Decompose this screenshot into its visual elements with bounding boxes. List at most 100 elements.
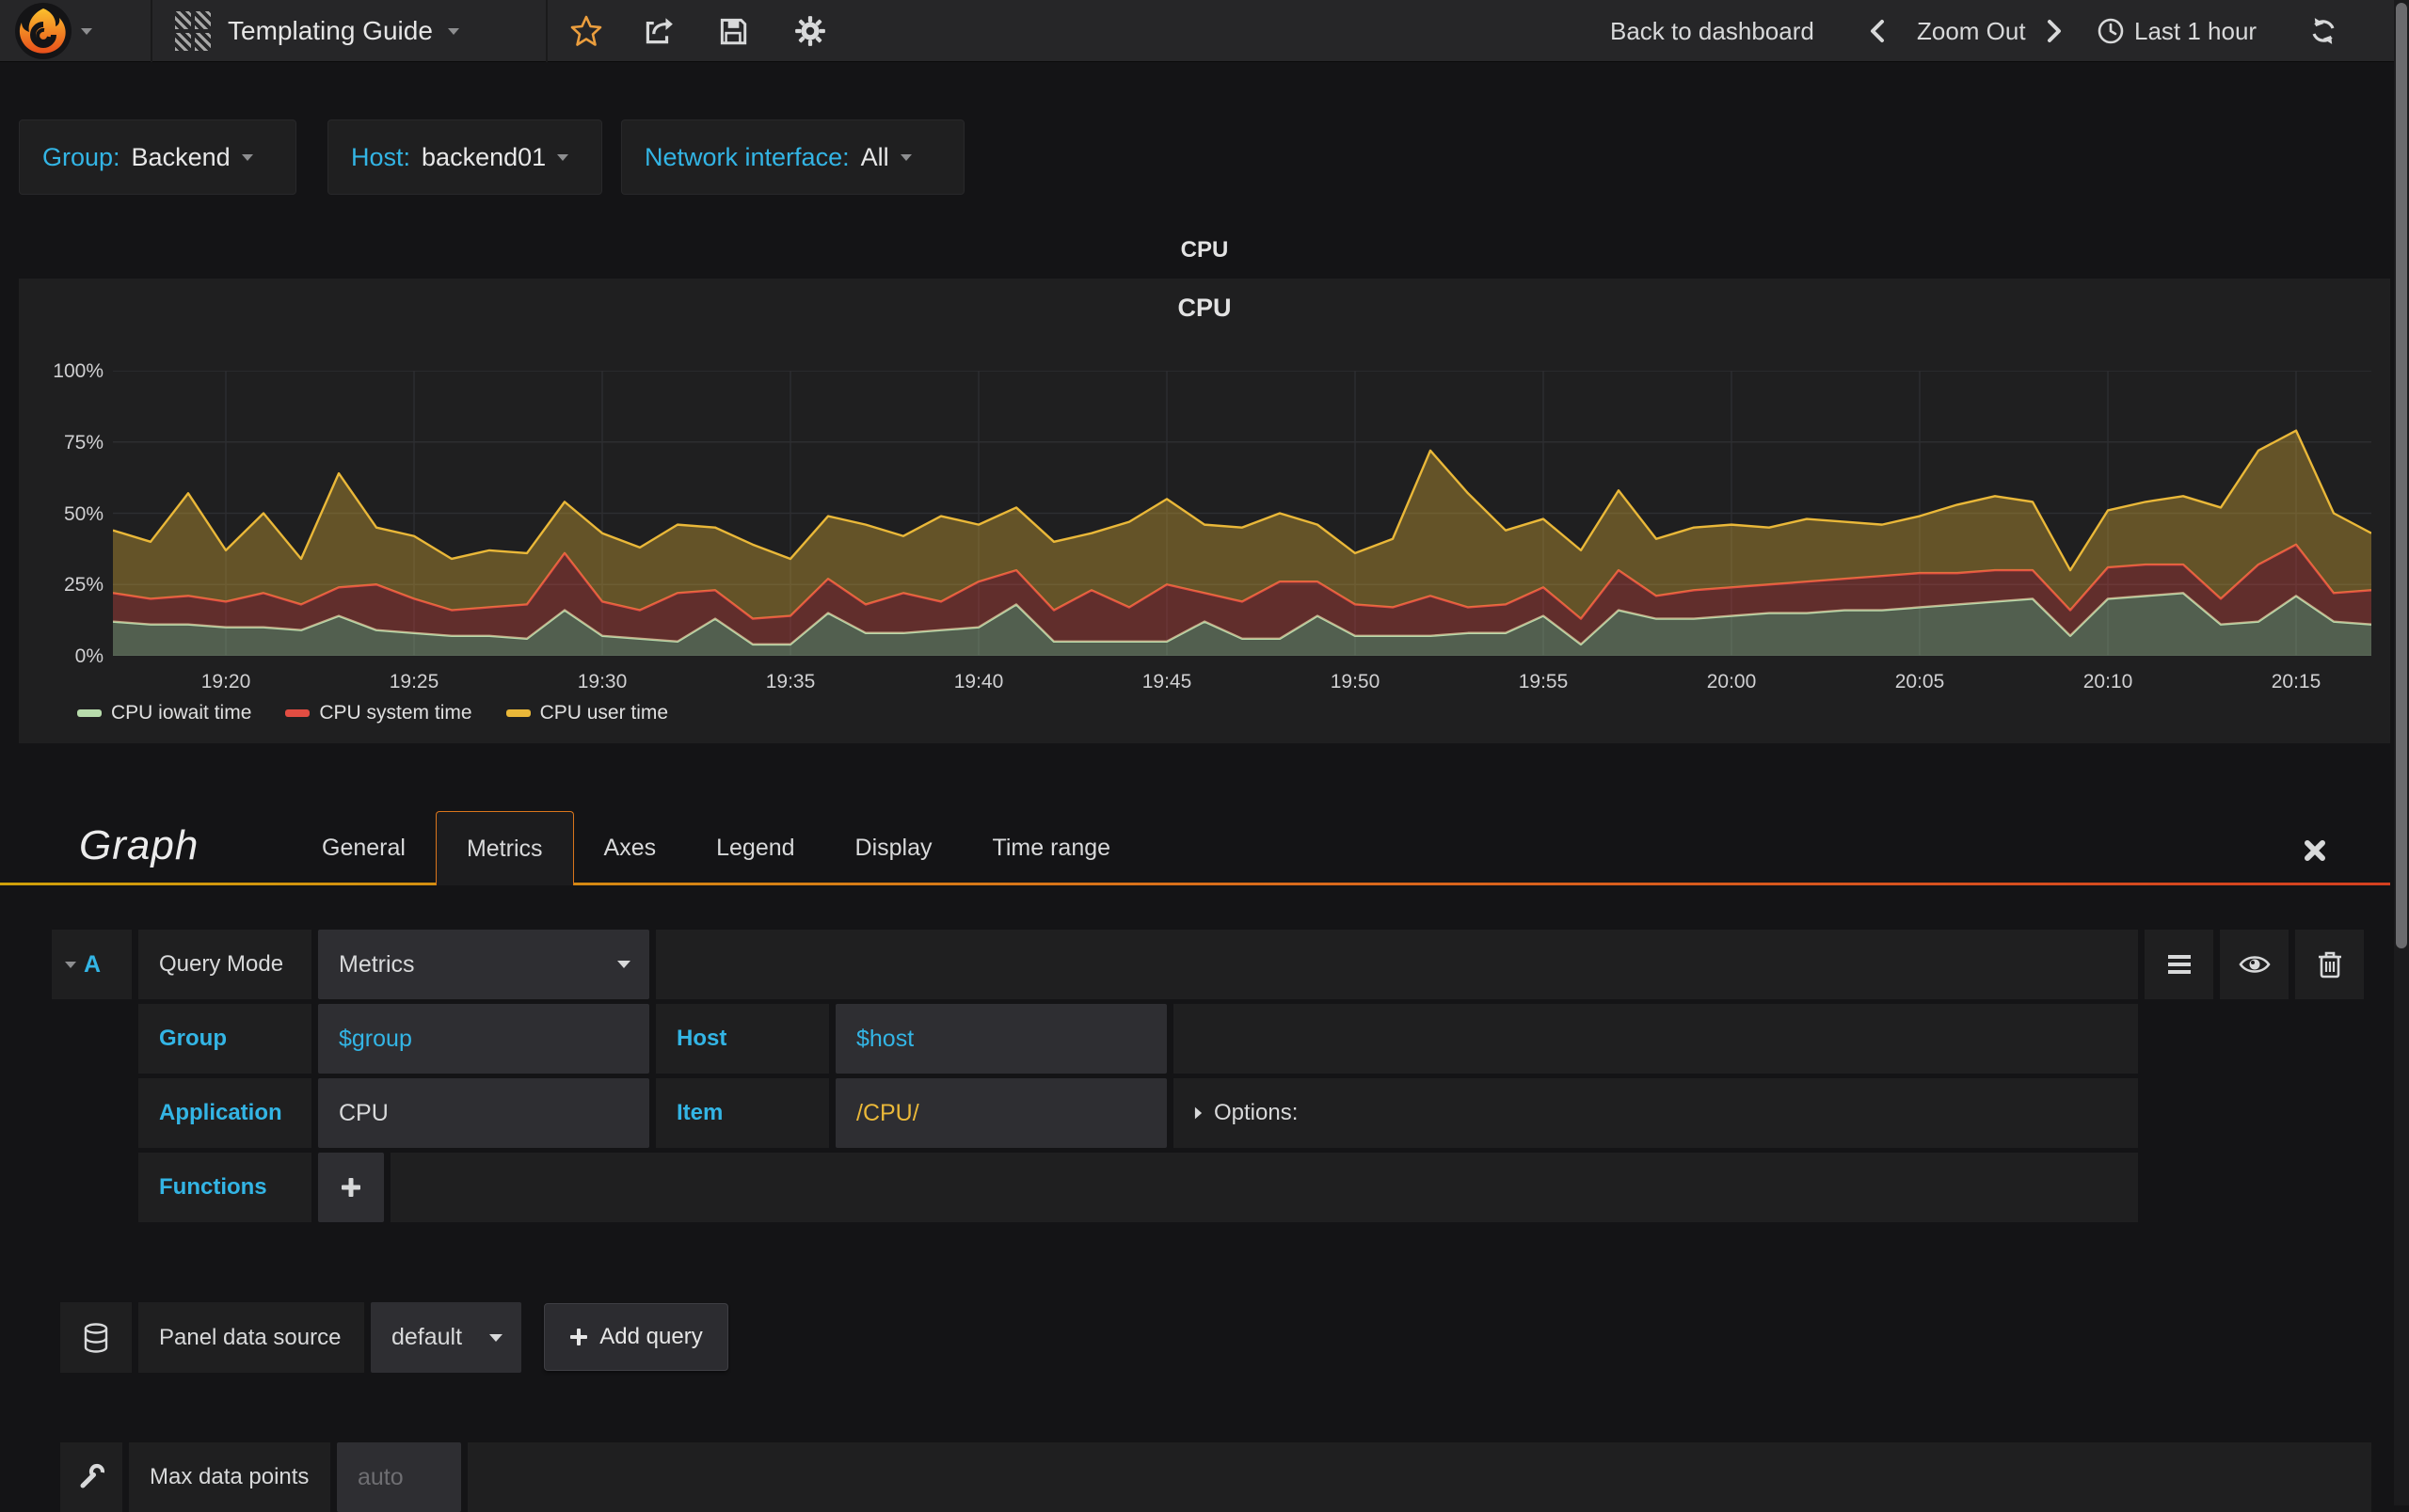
tab-general[interactable]: General [322,835,406,861]
add-query-button[interactable]: Add query [544,1303,728,1371]
chevron-down-icon [557,153,569,161]
grafana-logo-menu[interactable] [13,0,136,64]
query-menu-button[interactable] [2145,930,2213,999]
max-data-points-label: Max data points [129,1442,330,1512]
add-function-button[interactable] [318,1153,384,1222]
chevron-left-icon [1871,20,1884,42]
zoom-out-label: Zoom Out [1917,16,2026,45]
x-axis-tick-label: 19:25 [389,671,439,692]
share-button[interactable] [640,13,676,49]
variable-label: Group: [42,142,120,171]
datasource-select[interactable]: default [371,1302,521,1373]
tab-metrics[interactable]: Metrics [435,811,574,885]
back-to-dashboard-label: Back to dashboard [1610,16,1814,45]
y-axis-tick-label: 25% [63,574,104,597]
add-query-label: Add query [599,1324,703,1349]
x-axis-tick-label: 19:55 [1518,671,1569,692]
tab-axes[interactable]: Axes [603,835,657,861]
chevron-down-icon [241,153,253,161]
x-axis-tick-label: 19:35 [765,671,816,692]
close-editor-button[interactable] [2296,832,2334,869]
query-row-filler [1173,1004,2138,1074]
y-axis-tick-label: 100% [53,360,104,382]
query-collapse-toggle[interactable]: A [52,930,132,999]
query-mode-select[interactable]: Metrics [318,930,649,999]
legend-item[interactable]: CPU system time [285,702,472,724]
dashboard-title-caret-icon [447,27,459,35]
query-row-filler [468,1442,2371,1512]
dashboard-title-menu[interactable]: Templating Guide [175,0,459,62]
time-shift-left-button[interactable] [1865,0,1890,62]
cpu-chart-svg[interactable] [113,371,2371,656]
x-axis-tick-label: 19:40 [953,671,1004,692]
chevron-down-icon [617,961,630,968]
variable-dropdown-host[interactable]: Host: backend01 [327,119,602,195]
query-row-filler [391,1153,2138,1222]
variable-label: Network interface: [645,142,850,171]
save-button[interactable] [715,13,751,49]
x-axis-tick-label: 19:50 [1330,671,1380,692]
eye-icon [2238,956,2271,973]
template-variables-row: Group: Backend Host: backend01 Network inter… [0,103,2409,198]
y-axis-tick-label: 0% [74,645,104,667]
datasource-icon [84,1322,108,1353]
grafana-logo-icon [13,1,73,61]
clock-icon [2098,18,2124,44]
time-picker-button[interactable]: Last 1 hour [2097,0,2257,62]
refresh-icon [2312,18,2335,44]
x-axis-tick-label: 20:15 [2271,671,2321,692]
options-toggle[interactable]: Options: [1173,1078,2138,1148]
group-field-label: Group [138,1004,311,1074]
max-data-points-input[interactable]: auto [337,1442,461,1512]
x-axis-tick-label: 19:30 [577,671,628,692]
query-delete-button[interactable] [2295,930,2364,999]
variable-dropdown-network-interface[interactable]: Network interface: All [621,119,965,195]
legend-label: CPU iowait time [111,702,252,724]
query-toggle-visibility-button[interactable] [2220,930,2289,999]
legend-label: CPU system time [319,702,472,724]
panel-editor-header: Graph General Metrics Axes Legend Display Tim… [0,811,2409,885]
refresh-button[interactable] [2307,0,2339,62]
time-shift-right-button[interactable] [2042,0,2066,62]
dashboard-row-title[interactable]: CPU [1180,237,1229,263]
x-axis-tick-label: 19:45 [1141,671,1192,692]
scrollbar-thumb[interactable] [2396,3,2407,948]
dashboard-title: Templating Guide [228,16,433,45]
functions-label: Functions [138,1153,311,1222]
legend-swatch [505,709,531,717]
time-range-label: Last 1 hour [2134,16,2257,45]
datasource-icon-cell [60,1302,132,1373]
collapse-caret-icon [65,961,76,968]
tab-display[interactable]: Display [854,835,933,861]
close-icon [2305,840,2325,861]
host-field-input[interactable]: $host [836,1004,1167,1074]
star-button[interactable] [568,13,604,49]
plus-icon [570,1329,588,1345]
variable-dropdown-group[interactable]: Group: Backend [19,119,296,195]
legend-swatch [77,709,102,717]
zoom-out-button[interactable]: Zoom Out [1917,0,2026,62]
options-label: Options: [1214,1100,1299,1125]
panel-title[interactable]: CPU [1177,294,1232,322]
legend-item[interactable]: CPU iowait time [77,702,251,724]
panel-type-title: Graph [79,822,199,868]
chevron-right-icon [2048,20,2061,42]
navbar-separator [151,0,152,62]
legend-item[interactable]: CPU user time [505,702,669,724]
group-field-input[interactable]: $group [318,1004,649,1074]
application-field-input[interactable]: CPU [318,1078,649,1148]
advanced-options-icon-cell [60,1442,122,1512]
star-icon [570,15,602,46]
x-axis-tick-label: 20:05 [1894,671,1945,692]
tab-legend[interactable]: Legend [716,835,795,861]
back-to-dashboard-button[interactable]: Back to dashboard [1610,0,1814,62]
tab-underline [0,883,2390,885]
max-data-points-placeholder: auto [358,1463,404,1490]
settings-button[interactable] [792,13,828,49]
menu-icon [2167,955,2191,974]
legend-label: CPU user time [539,702,669,724]
navbar-separator [546,0,548,62]
item-field-input[interactable]: /CPU/ [836,1078,1167,1148]
query-row-filler [656,930,2138,999]
tab-time-range[interactable]: Time range [992,835,1111,861]
